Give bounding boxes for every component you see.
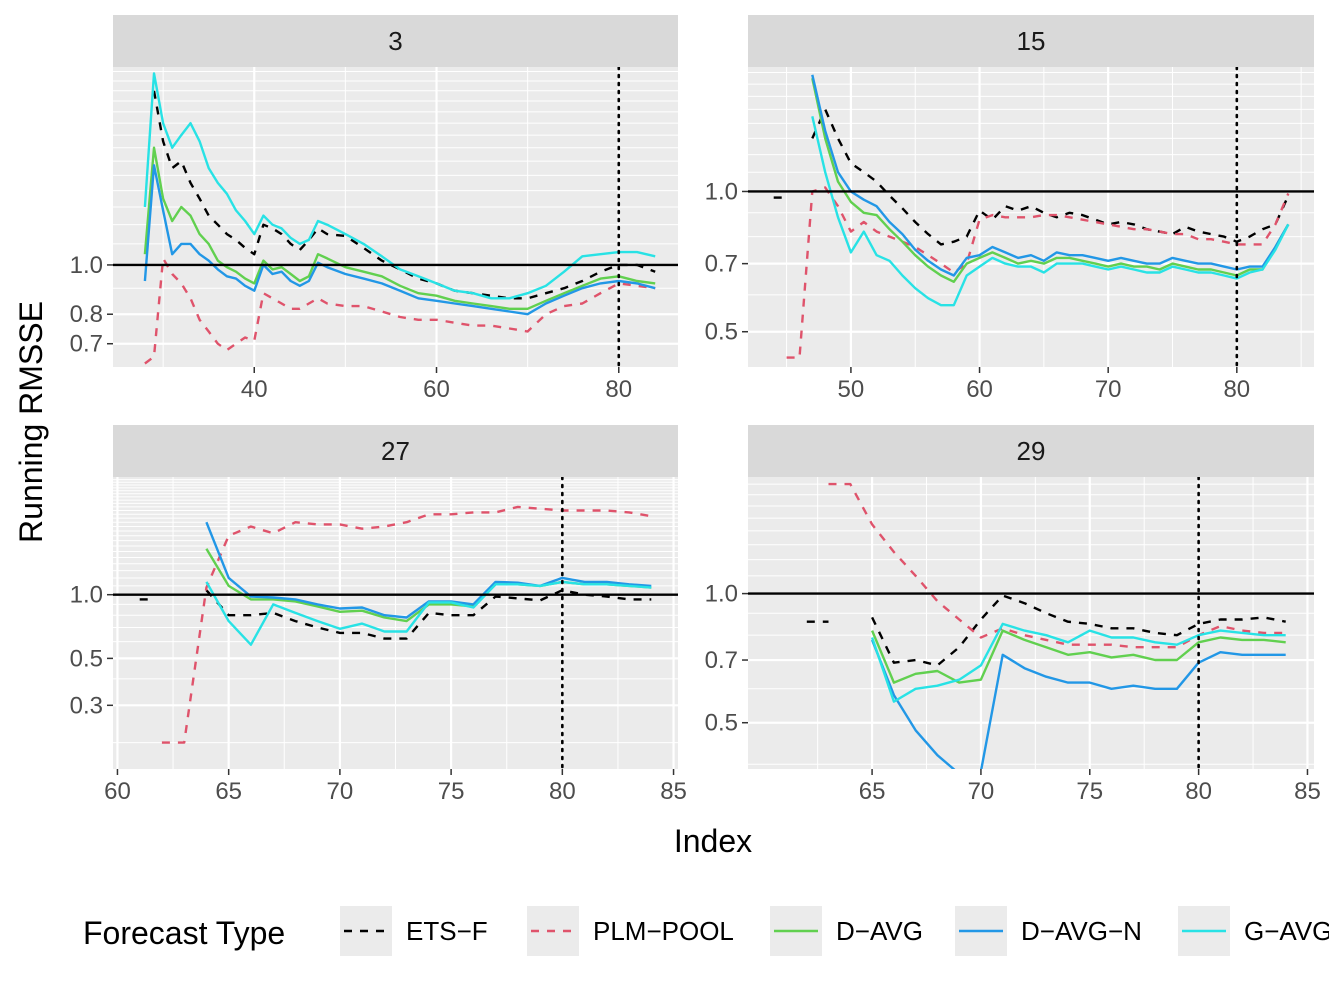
series-line-d-avg — [143, 146, 656, 310]
facet-label: 27 — [381, 436, 410, 466]
series-line-ets-f — [811, 108, 1290, 246]
y-tick-label: 0.5 — [70, 645, 103, 672]
series-line-plm-pool — [786, 186, 1290, 359]
panel-15: 15 50 60 70 80 0.5 0.7 1.0 — [705, 15, 1314, 403]
y-tick-label: 1.0 — [705, 581, 738, 608]
x-tick-label: 75 — [1076, 778, 1103, 805]
panel-background — [113, 67, 678, 367]
panel-29: 29 65 70 75 80 85 0.5 0.7 1.0 — [705, 425, 1321, 805]
legend-item-g-avg: G−AVG — [1178, 906, 1329, 956]
series-line-ets-f — [205, 589, 652, 640]
plot-area — [748, 67, 1314, 367]
legend: Forecast Type ETS−F PLM−POOL D−AVG D−AVG−N G… — [83, 906, 1329, 956]
series-line-ets-f — [152, 90, 656, 300]
series-line-d-avg-n — [870, 639, 1286, 769]
series-line-g-avg — [143, 72, 656, 300]
y-tick-label: 1.0 — [70, 252, 103, 279]
x-axis-title: Index — [674, 823, 752, 859]
legend-label: D−AVG−N — [1021, 916, 1142, 946]
facet-strip — [113, 425, 678, 477]
y-tick-label: 0.8 — [70, 301, 103, 328]
panel-background — [748, 477, 1314, 769]
x-tick-label: 80 — [605, 376, 632, 403]
y-tick-label: 0.3 — [70, 692, 103, 719]
plot-area — [748, 477, 1314, 769]
series-line-d-avg — [870, 629, 1286, 684]
y-tick-label: 1.0 — [70, 582, 103, 609]
legend-item-ets-f: ETS−F — [340, 906, 488, 956]
y-tick-label: 1.0 — [705, 178, 738, 205]
series-line-plm-pool — [161, 505, 652, 744]
legend-label: PLM−POOL — [593, 916, 734, 946]
series-line-d-avg-n — [811, 74, 1290, 277]
y-tick-label: 0.5 — [705, 710, 738, 737]
x-tick-label: 80 — [1185, 778, 1212, 805]
legend-item-d-avg: D−AVG — [770, 906, 923, 956]
x-tick-label: 85 — [1294, 778, 1321, 805]
x-tick-label: 70 — [968, 778, 995, 805]
series-line-ets-f — [871, 594, 1286, 667]
series-line-plm-pool — [144, 257, 656, 365]
x-tick-label: 80 — [549, 778, 576, 805]
legend-title: Forecast Type — [83, 915, 285, 951]
y-axis-title: Running RMSSE — [13, 301, 49, 543]
legend-label: G−AVG — [1244, 916, 1329, 946]
panels-layer: 3 40 60 80 0.7 0.8 1.0 15 50 60 70 80 0.5 0.7 1.0 27 60 6… — [70, 15, 1321, 805]
facet-strip — [748, 425, 1314, 477]
facet-label: 3 — [388, 26, 402, 56]
x-tick-label: 60 — [104, 778, 131, 805]
legend-item-plm-pool: PLM−POOL — [527, 906, 734, 956]
y-tick-label: 0.7 — [705, 251, 738, 278]
series-line-plm-pool — [828, 482, 1286, 649]
legend-item-d-avg-n: D−AVG−N — [955, 906, 1142, 956]
plot-area — [113, 67, 678, 367]
x-tick-label: 65 — [859, 778, 886, 805]
facet-label: 15 — [1017, 26, 1046, 56]
legend-label: ETS−F — [406, 916, 488, 946]
panel-3: 3 40 60 80 0.7 0.8 1.0 — [70, 15, 678, 403]
y-tick-label: 0.7 — [705, 647, 738, 674]
x-tick-label: 70 — [327, 778, 354, 805]
x-tick-label: 50 — [838, 376, 865, 403]
facet-label: 29 — [1017, 436, 1046, 466]
series-line-g-avg — [811, 116, 1290, 307]
series-line-g-avg — [205, 580, 652, 646]
series-line-d-avg-n — [143, 164, 656, 316]
x-tick-label: 75 — [438, 778, 465, 805]
panel-background — [748, 67, 1314, 367]
plot-area — [113, 477, 678, 769]
series-line-g-avg — [870, 622, 1286, 703]
y-tick-label: 0.5 — [705, 319, 738, 346]
x-tick-label: 70 — [1095, 376, 1122, 403]
facet-strip — [113, 15, 678, 67]
x-tick-label: 65 — [215, 778, 242, 805]
y-tick-label: 0.7 — [70, 331, 103, 358]
legend-label: D−AVG — [836, 916, 923, 946]
x-tick-label: 80 — [1223, 376, 1250, 403]
x-tick-label: 40 — [241, 376, 268, 403]
series-line-d-avg — [811, 77, 1290, 283]
panel-27: 27 60 65 70 75 80 85 0.3 0.5 1.0 — [70, 425, 687, 805]
x-tick-label: 60 — [423, 376, 450, 403]
x-tick-label: 60 — [966, 376, 993, 403]
x-tick-label: 85 — [660, 778, 687, 805]
facet-strip — [748, 15, 1314, 67]
